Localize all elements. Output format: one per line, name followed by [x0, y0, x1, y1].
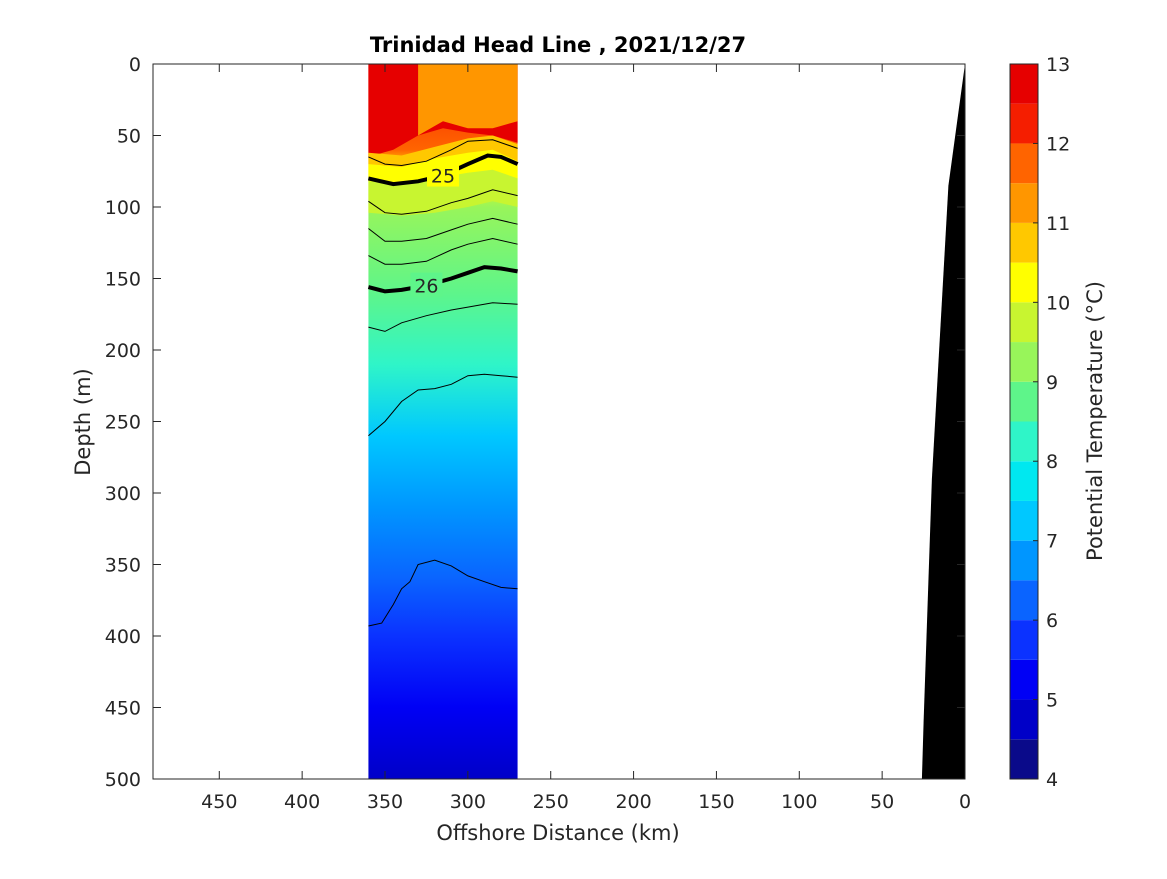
isopycnal-label-bg: [410, 272, 443, 297]
colorbar-segment: [1010, 103, 1038, 144]
colorbar-tick-label: 8: [1046, 451, 1058, 473]
y-tick-label: 100: [105, 197, 141, 219]
y-axis-label: Depth (m): [71, 368, 95, 475]
colorbar-segment: [1010, 500, 1038, 541]
colorbar-segment: [1010, 222, 1038, 263]
x-tick-label: 150: [698, 791, 734, 813]
temperature-band: [418, 64, 518, 136]
isopycnal-label: 25: [431, 166, 455, 188]
x-tick-label: 400: [284, 791, 320, 813]
y-tick-label: 350: [105, 555, 141, 577]
colorbar-segment: [1010, 699, 1038, 740]
colorbar-tick-label: 6: [1046, 610, 1058, 632]
y-tick-label: 500: [105, 769, 141, 791]
y-tick-label: 50: [117, 126, 141, 148]
colorbar-segment: [1010, 143, 1038, 184]
colorbar-segment: [1010, 540, 1038, 581]
colorbar-tick-label: 9: [1046, 372, 1058, 394]
y-tick-label: 150: [105, 269, 141, 291]
colorbar-segment: [1010, 461, 1038, 501]
x-tick-label: 450: [201, 791, 237, 813]
temperature-band: [368, 135, 518, 167]
x-tick-label: 50: [870, 791, 894, 813]
colorbar-segment: [1010, 342, 1038, 382]
y-tick-label: 300: [105, 483, 141, 505]
isopycnal-label-bg: [427, 162, 459, 187]
colorbar-segment: [1010, 421, 1038, 462]
isopycnal-line: [368, 189, 518, 215]
colorbar-segment: [1010, 620, 1038, 660]
colorbar-tick-label: 12: [1046, 133, 1070, 155]
x-tick-label: 350: [367, 791, 403, 813]
colorbar-tick-label: 10: [1046, 292, 1070, 314]
x-tick-label: 300: [450, 791, 486, 813]
colorbar-segment: [1010, 183, 1038, 223]
x-tick-label: 0: [959, 791, 971, 813]
colorbar-tick-label: 7: [1046, 531, 1058, 553]
isopycnal-line: [368, 559, 518, 627]
x-tick-label: 100: [781, 791, 817, 813]
colorbar-label: Potential Temperature (°C): [1083, 281, 1107, 561]
colorbar-segment: [1010, 262, 1038, 303]
colorbar-tick-label: 11: [1046, 213, 1070, 235]
x-tick-label: 200: [615, 791, 651, 813]
x-axis-label: Offshore Distance (km): [436, 821, 679, 845]
isopycnal-line: [368, 237, 518, 265]
y-tick-label: 250: [105, 412, 141, 434]
y-tick-label: 200: [105, 340, 141, 362]
temperature-band: [368, 169, 518, 216]
isopycnal-bold: [367, 265, 518, 294]
x-tick-label: 250: [533, 791, 569, 813]
isopycnal-line: [368, 302, 518, 332]
colorbar-frame: [1009, 63, 1039, 780]
colorbar-tick-label: 5: [1046, 690, 1058, 712]
colorbar-segment: [1010, 64, 1038, 104]
isopycnal-line: [368, 139, 518, 167]
colorbar-segment: [1010, 381, 1038, 422]
colorbar-segment: [1010, 580, 1038, 621]
colorbar-tick-label: 4: [1046, 769, 1058, 791]
isopycnal-line: [368, 217, 518, 242]
bathymetry: [921, 64, 965, 779]
colorbar-segment: [1010, 739, 1038, 779]
isopycnal-label: 26: [414, 276, 438, 298]
isopycnal-line: [368, 373, 518, 437]
colorbar-segment: [1010, 302, 1038, 343]
colorbar-segment: [1010, 659, 1038, 700]
chart-title: Trinidad Head Line , 2021/12/27: [370, 33, 746, 57]
y-tick-label: 0: [129, 54, 141, 76]
y-tick-label: 400: [105, 626, 141, 648]
y-tick-label: 450: [105, 698, 141, 720]
colorbar: 4 5 6 7 8 9 10 11 12 13: [1009, 54, 1070, 791]
colorbar-tick-label: 13: [1046, 54, 1070, 76]
